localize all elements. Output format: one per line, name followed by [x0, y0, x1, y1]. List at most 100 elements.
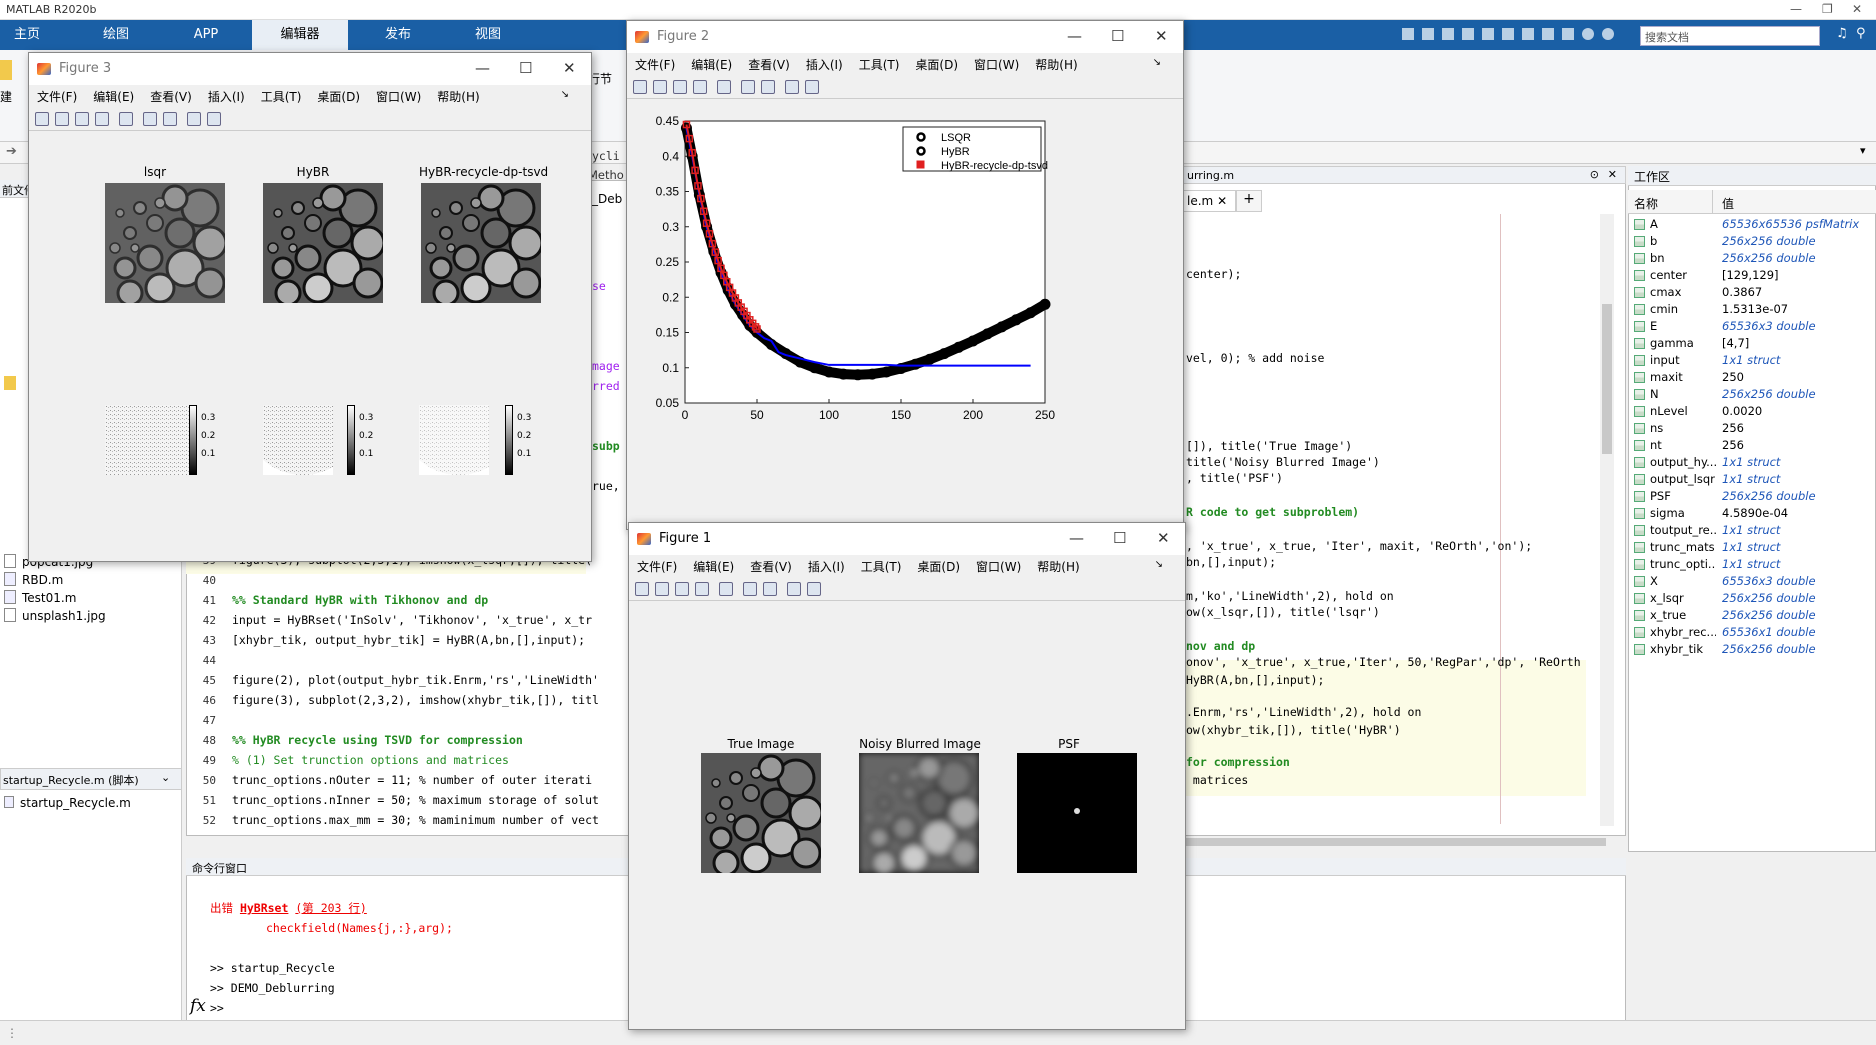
- workspace-row[interactable]: center [129,129]: [1628, 267, 1876, 284]
- workspace-row[interactable]: trunc_mats 1x1 struct: [1628, 539, 1876, 556]
- hscroll-thumb[interactable]: [1186, 838, 1606, 846]
- save-icon[interactable]: [675, 582, 689, 596]
- figure-menu-item[interactable]: 桌面(D): [915, 58, 959, 72]
- figure-menu-item[interactable]: 帮助(H): [1037, 560, 1080, 574]
- figure3-window[interactable]: Figure 3 — ☐ ✕ 文件(F) 编辑(E) 查看(V) 插入(I) 工具(T)…: [28, 52, 592, 562]
- editor-tab[interactable]: le.m ✕: [1180, 190, 1236, 212]
- new-script-icon[interactable]: [0, 60, 12, 80]
- figure-menu-item[interactable]: 文件(F): [37, 90, 78, 104]
- figure-menu-item[interactable]: 窗口(W): [976, 560, 1022, 574]
- details-bar[interactable]: startup_Recycle.m (脚本) ⌄: [0, 768, 182, 790]
- login-icon[interactable]: ⚲: [1856, 26, 1866, 41]
- search-icon[interactable]: ⌕: [1808, 27, 1816, 42]
- hide-toolbar-icon[interactable]: [743, 582, 757, 596]
- new-figure-icon[interactable]: [35, 112, 49, 126]
- figure2-window[interactable]: Figure 2 — ☐ ✕ 文件(F) 编辑(E) 查看(V) 插入(I) 工具(T)…: [626, 20, 1184, 530]
- code-line[interactable]: 42 input = HyBRset('InSolv', 'Tikhonov', …: [186, 610, 592, 630]
- figure-menu-item[interactable]: 工具(T): [860, 560, 902, 574]
- file-item[interactable]: RBD.m: [6, 573, 63, 587]
- fx-icon[interactable]: fx: [190, 996, 206, 1016]
- workspace-row[interactable]: xhybr_tik 256x256 double: [1628, 641, 1876, 658]
- maximize-icon[interactable]: ☐: [1111, 27, 1125, 45]
- insert-colorbar-icon[interactable]: [807, 582, 821, 596]
- workspace-row[interactable]: trunc_opti... 1x1 struct: [1628, 556, 1876, 573]
- minimize-icon[interactable]: —: [475, 59, 490, 77]
- code-line[interactable]: 44: [186, 650, 232, 670]
- print-icon[interactable]: [693, 80, 707, 94]
- print-preview-icon[interactable]: [119, 112, 133, 126]
- col-value[interactable]: 值: [1722, 197, 1735, 211]
- print-preview-icon[interactable]: [719, 582, 733, 596]
- chevron-down-icon[interactable]: ▾: [1860, 144, 1866, 157]
- workspace-row[interactable]: gamma [4,7]: [1628, 335, 1876, 352]
- code-line[interactable]: 52 trunc_options.max_mm = 30; % maminimum…: [186, 810, 599, 830]
- expand-icon[interactable]: ⊙: [1589, 168, 1599, 181]
- figure-menu-item[interactable]: 查看(V): [748, 58, 790, 72]
- editor-scrollbar[interactable]: [1600, 214, 1614, 826]
- figure-menu-item[interactable]: 桌面(D): [917, 560, 961, 574]
- close-icon[interactable]: ✕: [563, 59, 576, 77]
- figure1-titlebar[interactable]: Figure 1: [629, 523, 1185, 555]
- workspace-row[interactable]: b 256x256 double: [1628, 233, 1876, 250]
- open-icon[interactable]: [55, 112, 69, 126]
- figure-menu-item[interactable]: 插入(I): [207, 90, 245, 104]
- property-editor-icon[interactable]: [763, 582, 777, 596]
- figure3-titlebar[interactable]: Figure 3: [29, 53, 591, 85]
- error-function-link[interactable]: HyBRset: [239, 901, 289, 915]
- workspace-row[interactable]: ns 256: [1628, 420, 1876, 437]
- workspace-row[interactable]: x_true 256x256 double: [1628, 607, 1876, 624]
- figure2-titlebar[interactable]: Figure 2: [627, 21, 1183, 53]
- figure-menu-item[interactable]: 文件(F): [637, 560, 678, 574]
- select-icon[interactable]: [787, 582, 801, 596]
- hide-toolbar-icon[interactable]: [143, 112, 157, 126]
- workspace-row[interactable]: sigma 4.5890e-04: [1628, 505, 1876, 522]
- workspace-row[interactable]: nLevel 0.0020: [1628, 403, 1876, 420]
- close-icon[interactable]: ✕: [1157, 529, 1170, 547]
- file-item[interactable]: unsplash1.jpg: [6, 609, 106, 623]
- insert-colorbar-icon[interactable]: [805, 80, 819, 94]
- file-item[interactable]: Test01.m: [6, 591, 76, 605]
- workspace-row[interactable]: E 65536x3 double: [1628, 318, 1876, 335]
- minimize-icon[interactable]: —: [1790, 2, 1802, 16]
- figure-menu-item[interactable]: 查看(V): [750, 560, 792, 574]
- workspace-row[interactable]: maxit 250: [1628, 369, 1876, 386]
- figure-menu-item[interactable]: 帮助(H): [1035, 58, 1078, 72]
- forward-icon[interactable]: ➔: [6, 144, 17, 159]
- error-line-link[interactable]: (第 203 行): [295, 901, 367, 915]
- close-icon[interactable]: ✕: [1607, 168, 1617, 181]
- new-figure-icon[interactable]: [635, 582, 649, 596]
- property-editor-icon[interactable]: [163, 112, 177, 126]
- workspace-row[interactable]: output_hy... 1x1 struct: [1628, 454, 1876, 471]
- workspace-row[interactable]: output_lsqr 1x1 struct: [1628, 471, 1876, 488]
- minimize-icon[interactable]: —: [1069, 529, 1084, 547]
- workspace-row[interactable]: A 65536x65536 psfMatrix: [1628, 216, 1876, 233]
- tab-apps[interactable]: APP: [193, 27, 219, 42]
- minimize-icon[interactable]: —: [1067, 27, 1082, 45]
- dock-icon[interactable]: ↘: [560, 89, 569, 100]
- figure-menu-item[interactable]: 工具(T): [260, 90, 302, 104]
- tab-view[interactable]: 视图: [474, 27, 501, 42]
- print-preview-icon[interactable]: [717, 80, 731, 94]
- print-icon[interactable]: [695, 582, 709, 596]
- chevron-down-icon[interactable]: ⌄: [161, 771, 171, 784]
- maximize-icon[interactable]: ☐: [519, 59, 533, 77]
- save-icon[interactable]: [75, 112, 89, 126]
- new-figure-icon[interactable]: [633, 80, 647, 94]
- close-icon[interactable]: ✕: [1155, 27, 1168, 45]
- figure-menu-item[interactable]: 编辑(E): [693, 560, 735, 574]
- workspace-row[interactable]: input 1x1 struct: [1628, 352, 1876, 369]
- close-icon[interactable]: ✕: [1217, 194, 1228, 208]
- figure-menu-item[interactable]: 桌面(D): [317, 90, 361, 104]
- workspace-row[interactable]: bn 256x256 double: [1628, 250, 1876, 267]
- tab-home[interactable]: 主页: [13, 27, 40, 42]
- code-line[interactable]: 43 [xhybr_tik, output_hybr_tik] = HyBR(A,…: [186, 630, 585, 650]
- property-editor-icon[interactable]: [761, 80, 775, 94]
- save-icon[interactable]: [673, 80, 687, 94]
- code-line[interactable]: 46 figure(3), subplot(2,3,2), imshow(xhyb…: [186, 690, 599, 710]
- figure-menu-item[interactable]: 帮助(H): [437, 90, 480, 104]
- command-prompt[interactable]: >>: [210, 1001, 224, 1015]
- figure-menu-item[interactable]: 插入(I): [807, 560, 845, 574]
- workspace-row[interactable]: cmax 0.3867: [1628, 284, 1876, 301]
- tab-plots[interactable]: 绘图: [102, 27, 129, 42]
- workspace-row[interactable]: nt 256: [1628, 437, 1876, 454]
